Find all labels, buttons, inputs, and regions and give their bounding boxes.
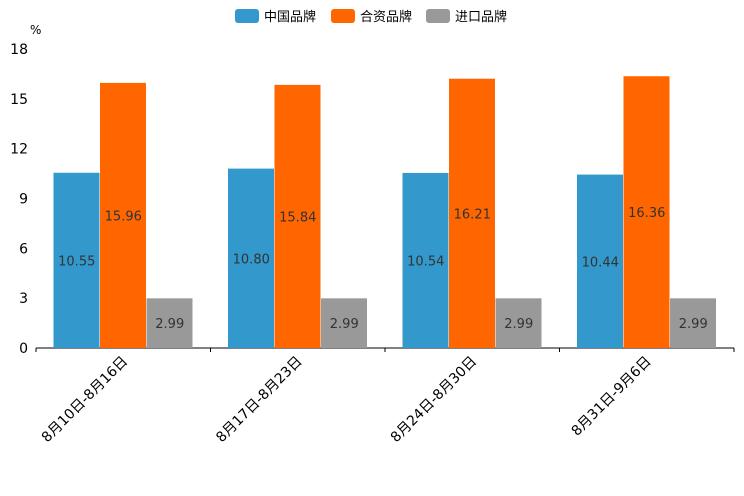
bar-1-2[interactable] <box>228 168 274 348</box>
bar-2-3[interactable] <box>449 78 495 348</box>
y-tick-label: 9 <box>19 192 28 208</box>
data-label: 2.99 <box>330 317 359 332</box>
legend-swatch-3[interactable] <box>426 9 450 23</box>
bars <box>53 76 716 349</box>
data-label: 10.55 <box>58 254 95 269</box>
legend-swatch-2[interactable] <box>331 9 355 23</box>
bar-1-3[interactable] <box>402 172 449 348</box>
data-label: 2.99 <box>504 317 533 332</box>
y-axis-unit-label: % <box>30 23 41 37</box>
y-axis: 0 3 6 9 12 15 18 <box>10 42 28 357</box>
data-label: 16.36 <box>628 206 665 221</box>
x-tick-label: 8月31日-9月6日 <box>569 354 655 440</box>
data-label: 2.99 <box>155 317 184 332</box>
bar-3-4[interactable] <box>670 298 716 348</box>
x-tick-label: 8月10日-8月16日 <box>39 354 131 446</box>
data-label: 10.80 <box>233 252 270 267</box>
bar-1-4[interactable] <box>577 174 623 348</box>
bar-2-4[interactable] <box>623 76 670 349</box>
data-label: 15.96 <box>105 209 142 224</box>
legend: 中国品牌 合资品牌 进口品牌 <box>235 9 507 25</box>
bar-2-1[interactable] <box>100 82 146 349</box>
bar-1-1[interactable] <box>53 172 100 348</box>
data-labels: 10.55 10.80 10.54 10.44 15.96 15.84 16.21 16.36… <box>58 206 708 332</box>
data-label: 10.44 <box>582 255 619 270</box>
bar-3-3[interactable] <box>495 298 542 348</box>
data-label: 16.21 <box>454 207 491 222</box>
bar-3-2[interactable] <box>321 298 367 348</box>
y-tick-label: 12 <box>10 142 28 158</box>
data-label: 2.99 <box>679 317 708 332</box>
bar-2-2[interactable] <box>274 84 321 348</box>
data-label: 15.84 <box>279 210 316 225</box>
y-tick-label: 3 <box>19 291 28 307</box>
legend-label-3[interactable]: 进口品牌 <box>455 9 507 25</box>
legend-label-2[interactable]: 合资品牌 <box>360 9 412 25</box>
y-tick-label: 0 <box>19 341 28 357</box>
x-tick-label: 8月24日-8月30日 <box>388 354 480 446</box>
legend-label-1[interactable]: 中国品牌 <box>264 9 316 25</box>
y-tick-label: 15 <box>10 92 28 108</box>
data-label: 10.54 <box>407 254 444 269</box>
legend-swatch-1[interactable] <box>235 9 259 23</box>
bar-3-1[interactable] <box>146 298 193 348</box>
y-tick-label: 6 <box>19 241 28 257</box>
y-tick-label: 18 <box>10 42 28 58</box>
x-axis: 8月10日-8月16日 8月17日-8月23日 8月24日-8月30日 8月31日-9… <box>35 347 735 446</box>
x-tick-label: 8月17日-8月23日 <box>213 354 305 446</box>
